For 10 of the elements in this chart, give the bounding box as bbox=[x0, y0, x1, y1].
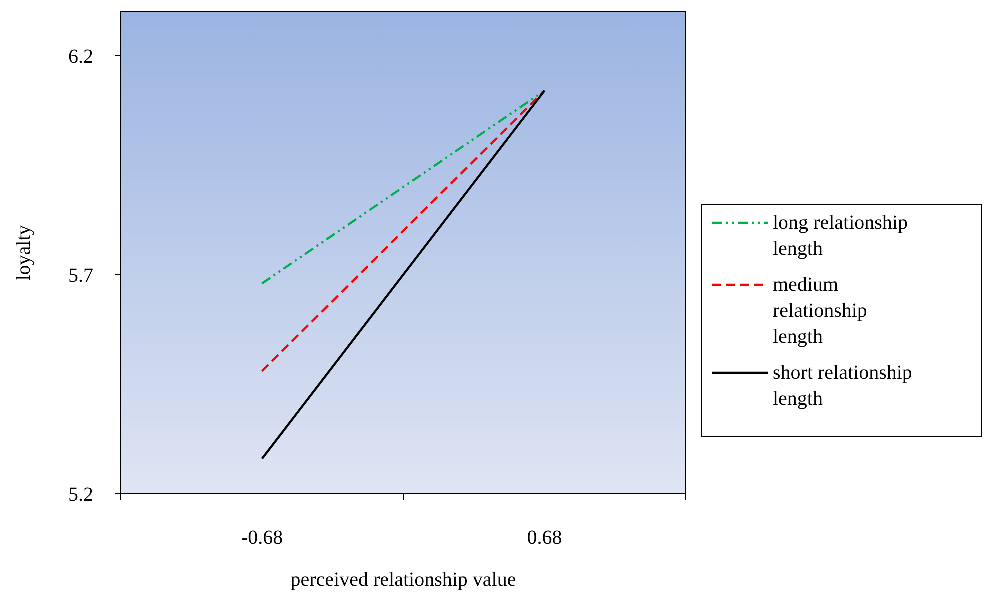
y-axis-title: loyalty bbox=[13, 225, 35, 281]
x-tick-label: 0.68 bbox=[527, 527, 562, 549]
y-tick-label: 5.7 bbox=[68, 264, 94, 287]
y-tick-label: 6.2 bbox=[68, 46, 94, 68]
x-axis-title: perceived relationship value bbox=[290, 569, 516, 591]
legend-label: long relationship length bbox=[773, 212, 908, 260]
x-tick-label: -0.68 bbox=[241, 527, 284, 549]
legend-label: short relationship length bbox=[773, 362, 912, 410]
y-tick-label: 5.2 bbox=[68, 484, 94, 506]
legend-label: medium relationship length bbox=[773, 274, 868, 348]
